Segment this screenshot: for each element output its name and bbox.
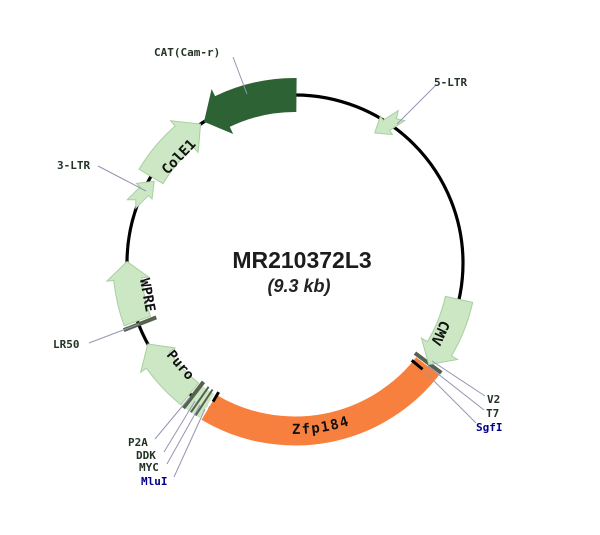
label-lr50: LR50 xyxy=(53,338,80,351)
plasmid-title: MR210372L3 xyxy=(232,247,371,273)
callout-line-sgfi xyxy=(423,370,477,424)
callout-line-p2a xyxy=(154,396,191,440)
label-5-ltr: 5-LTR xyxy=(434,76,467,89)
callout-line-myc xyxy=(166,404,201,465)
arrow-cat-camr xyxy=(203,78,297,135)
callout-line-ddk xyxy=(163,400,196,453)
label-p2a: P2A xyxy=(128,436,148,449)
callout-lines xyxy=(88,56,486,478)
label-myc: MYC xyxy=(139,461,159,474)
tick-myc-site xyxy=(194,388,214,417)
stub-arrow-5-ltr xyxy=(374,109,407,136)
label-mlui: MluI xyxy=(141,475,168,488)
callout-line-t7 xyxy=(427,365,485,411)
callout-line-5-ltr xyxy=(396,84,437,125)
tick-mlui-site xyxy=(211,391,220,403)
label-3-ltr: 3-LTR xyxy=(57,159,90,172)
map-graphics xyxy=(105,78,474,446)
callout-line-3-ltr xyxy=(97,165,147,192)
label-ddk: DDK xyxy=(136,449,156,462)
tick-gap-orange-left xyxy=(198,388,220,422)
label-wpre: WPRE xyxy=(136,277,158,313)
arrow-cole1 xyxy=(138,120,202,185)
callout-line-mlui xyxy=(173,408,206,478)
tick-sgfi-site xyxy=(410,359,424,371)
label-sgfi: SgfI xyxy=(476,421,503,434)
label-t7: T7 xyxy=(486,407,499,420)
arrow-cmv xyxy=(420,295,474,366)
tick-ddk-site xyxy=(190,386,210,413)
label-v2: V2 xyxy=(487,393,500,406)
plasmid-size: (9.3 kb) xyxy=(267,276,330,296)
callout-line-v2 xyxy=(431,360,486,397)
band-zfp184-orf xyxy=(201,356,440,446)
arrow-puro xyxy=(139,343,200,406)
label-cat-camr: CAT(Cam-r) xyxy=(154,46,220,59)
callout-line-cat-camr xyxy=(232,56,248,95)
callout-line-lr50 xyxy=(88,323,140,344)
stub-arrow-3-ltr xyxy=(126,180,155,210)
arrow-wpre xyxy=(105,260,152,327)
tick-p2a-site xyxy=(181,380,206,410)
